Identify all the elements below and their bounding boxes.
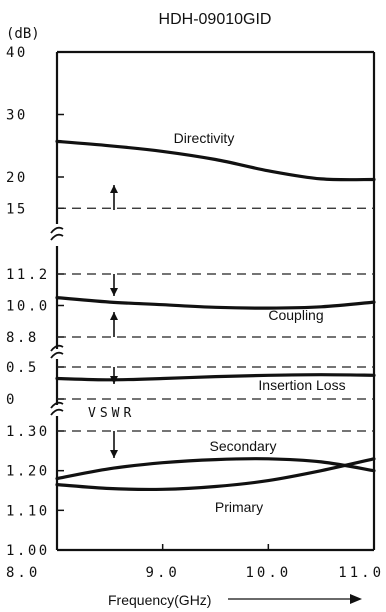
- y-tick-label: 10.0: [6, 299, 50, 315]
- insertion-loss-arrow: [110, 367, 118, 384]
- coupling-curve: [55, 296, 376, 310]
- axis-break-mark: [50, 401, 64, 409]
- y-tick-label: 1.30: [6, 424, 50, 440]
- limit-lines: [57, 207, 374, 432]
- y-tick-label: 11.2: [6, 267, 50, 283]
- y-tick-label: 1.20: [6, 464, 50, 480]
- y-tick-label: 15: [6, 201, 28, 217]
- x-tick-label: 11.0: [338, 565, 384, 581]
- x-tick-label: 8.0: [6, 565, 40, 581]
- primary-curve: [55, 457, 376, 492]
- series-labels: Directivity Coupling Insertion Loss Seconda…: [174, 130, 346, 515]
- x-tick-label: 9.0: [146, 565, 180, 581]
- y-unit-label: (dB): [6, 26, 40, 42]
- coupling-label: Coupling: [268, 307, 323, 323]
- y-tick-label: 1.00: [6, 543, 50, 559]
- y-tick-label: 0.5: [6, 360, 39, 376]
- primary-label: Primary: [215, 499, 263, 515]
- x-axis-label: Frequency(GHz): [108, 592, 211, 608]
- insertion-loss-curve: [55, 373, 376, 382]
- axis-break-mark: [50, 351, 64, 359]
- data-series: [55, 139, 376, 492]
- limit-arrows: [110, 185, 118, 458]
- directivity-label: Directivity: [174, 130, 235, 146]
- y-tick-labels: 40 30 20 15 11.2 10.0 8.8 0.5 0 1.30 1.20 1.10 1.00: [6, 45, 50, 559]
- y-tick-label: 1.10: [6, 503, 50, 519]
- secondary-curve: [55, 457, 376, 481]
- axis-break-mark: [50, 233, 64, 241]
- secondary-label: Secondary: [210, 438, 277, 454]
- vswr-panel-label: VSWR: [88, 406, 135, 421]
- insertion-loss-label: Insertion Loss: [258, 377, 345, 393]
- directivity-curve: [55, 139, 376, 182]
- dir-limit-arrow: [110, 185, 118, 210]
- coupling-lower-arrow: [110, 312, 118, 337]
- x-axis-arrow: [228, 594, 362, 604]
- y-tick-label: 8.8: [6, 330, 39, 346]
- axis-break-mark: [50, 226, 64, 234]
- y-tick-label: 20: [6, 170, 28, 186]
- y-tick-label: 0: [6, 392, 17, 408]
- vswr-arrow: [110, 431, 118, 458]
- axis-break-mark: [50, 344, 64, 352]
- chart-title: HDH-09010GID: [159, 11, 272, 28]
- axis-breaks: [50, 226, 64, 416]
- x-tick-label: 10.0: [245, 565, 291, 581]
- y-tick-label: 30: [6, 108, 28, 124]
- x-tick-labels: 8.0 9.0 10.0 11.0: [6, 544, 384, 581]
- axis-break-mark: [50, 408, 64, 416]
- y-tick-label: 40: [6, 45, 28, 61]
- coupling-upper-arrow: [110, 274, 118, 296]
